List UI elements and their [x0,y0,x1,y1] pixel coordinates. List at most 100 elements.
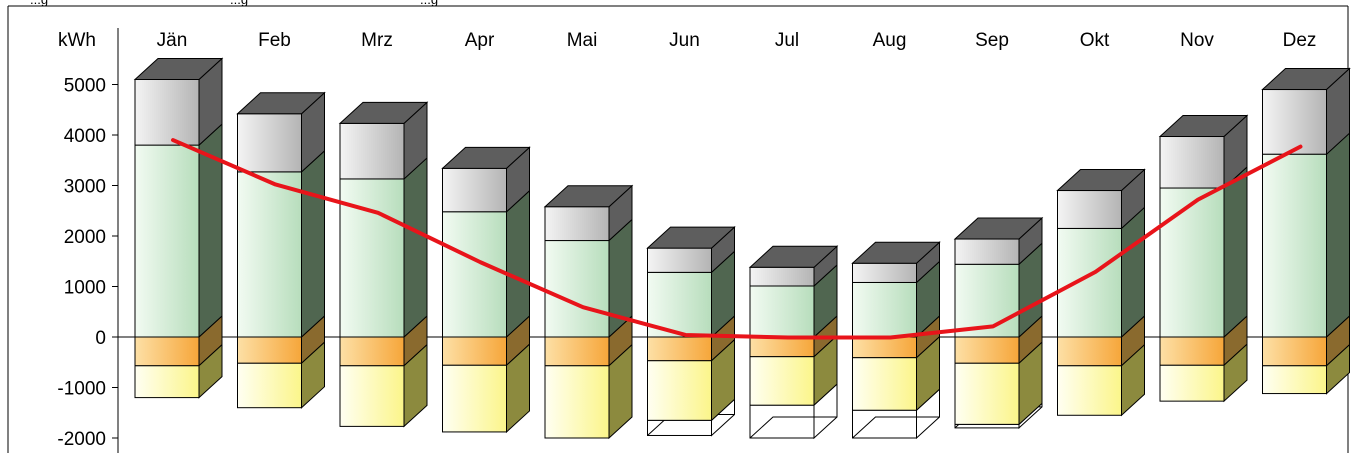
bar-gray [1262,89,1327,155]
bar-yellow [852,357,917,411]
y-tick-label: 4000 [64,126,106,147]
bar-gray [749,266,815,287]
bar-cap [338,101,429,124]
bar-gray [852,262,917,283]
bar-group [953,216,1044,430]
month-label: Aug [873,30,907,51]
bar-green-side [506,189,530,339]
y-tick-label: 3000 [64,177,106,198]
bar-orange [749,336,815,358]
bar-yellow [1159,364,1225,402]
bar-group [338,101,429,428]
bar-cap [441,146,531,169]
bar-yellow [442,364,507,433]
bar-orange [1057,336,1122,367]
bar-group [236,91,326,409]
bar-gray [647,247,712,273]
bar-green [1262,153,1327,338]
y-tick-label: 1000 [64,278,106,299]
month-label: Dez [1283,30,1317,51]
bar-green [339,178,405,338]
bar-yellow [954,362,1020,425]
y-tick-label: 0 [95,328,106,349]
bar-orange [852,336,917,359]
bar-group [133,57,224,399]
bar-group [543,184,634,440]
bar-green-side [301,149,325,339]
bar-green-side [1121,206,1145,339]
bar-outline-front [647,419,712,436]
y-tick-label: -2000 [57,429,106,450]
chart-note-fragment: ...g [420,0,438,7]
bar-green-side [1223,165,1248,339]
month-label: Jun [669,30,700,51]
bar-cap [1261,68,1351,91]
bar-cap [543,185,634,208]
month-label: Nov [1180,30,1214,51]
bar-green [442,211,507,338]
month-label: Apr [465,30,495,51]
bar-orange [134,336,200,367]
month-label: Okt [1080,30,1110,51]
month-labels: Jän Feb Mrz Apr Mai Jun Jul Aug Sep Okt Nov Dez [157,30,1317,51]
bar-orange [442,336,507,366]
bar-group [646,225,736,437]
bar-gray [442,167,507,213]
y-tick-label: -1000 [57,379,106,400]
line-series [171,138,1303,340]
bar-gray [237,113,302,173]
bar-cap [236,92,326,115]
bar-green [1159,187,1225,338]
y-tick-label: 5000 [64,76,106,97]
bar-cap [646,226,736,249]
bar-orange [954,336,1020,364]
bar-orange [339,336,405,367]
bar-orange [647,336,712,362]
bar-group [1056,168,1146,417]
bar-yellow [237,362,302,409]
bar-green [1057,227,1122,338]
bar-orange [1262,336,1327,367]
bar-series [133,57,1351,440]
bar-yellow [749,356,815,406]
bar-yellow [544,365,610,439]
bar-cap [851,241,941,264]
bar-green [544,240,610,338]
bar-cap [953,217,1044,240]
bar-orange [1159,336,1225,366]
bar-orange [544,336,610,367]
bar-green-side [403,156,428,339]
bar-yellow [1057,365,1122,416]
y-tick-label: 2000 [64,227,106,248]
bar-cap [133,57,224,80]
month-label: Feb [258,30,291,51]
bar-outline-front [749,404,815,439]
bar-outline-bottom [749,416,837,439]
bar-outline-bottom [852,416,940,439]
bar-cap [1158,115,1249,138]
bar-group [1158,114,1249,403]
bar-yellow [134,365,200,399]
month-label: Mrz [361,30,393,51]
bar-gray [544,206,610,242]
chart-note-fragment: ...g [30,0,48,7]
bar-group [441,146,531,434]
bar-green-side [1326,132,1350,339]
bar-outline-front [852,409,917,439]
bar-outline-front [954,423,1020,429]
bar-cap [748,245,839,268]
line-series-path [171,138,1303,340]
month-label: Mai [567,30,598,51]
chart-note-fragment: ...g [230,0,248,7]
bar-yellow [647,360,712,421]
month-label: Jän [157,30,188,51]
bar-orange [237,336,302,364]
bar-cap [1056,169,1146,192]
bar-group [748,245,839,440]
bar-green [852,281,917,338]
bar-group [851,241,941,440]
bar-gray [134,78,200,146]
bar-green [237,171,302,338]
bar-gray [1159,136,1225,189]
